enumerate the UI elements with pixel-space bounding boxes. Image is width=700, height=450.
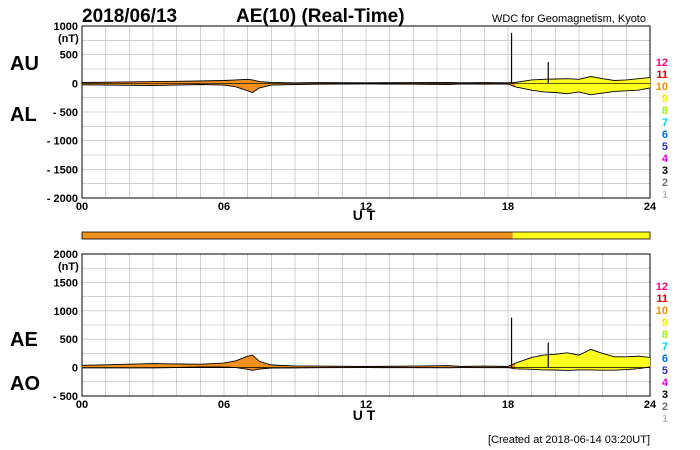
- au-al-y-tick-2: 0: [72, 78, 78, 90]
- chart-date: 2018/06/13: [82, 6, 177, 27]
- au-al-x-tick-1: 06: [218, 201, 230, 213]
- ao-label: AO: [10, 373, 40, 395]
- ae-ao-upper-trace: [81, 348, 651, 367]
- organization-label: WDC for Geomagnetism, Kyoto: [492, 13, 646, 25]
- au-al-y-tick-6: - 2000: [47, 193, 78, 205]
- ae-ao-legend-level-5: 5: [662, 365, 668, 377]
- au-al-y-tick-5: - 1500: [47, 164, 78, 176]
- ae-ao-plot-frame: [81, 253, 651, 397]
- ae-ao-y-tick-4: 0: [72, 363, 78, 375]
- au-al-legend-level-1: 1: [662, 189, 668, 201]
- au-al-grid: [81, 25, 651, 199]
- created-timestamp: [Created at 2018-06-14 03:20UT]: [488, 434, 650, 446]
- ae-ao-x-tick-2: 12: [360, 399, 372, 411]
- ae-ao-legend-level-10: 10: [656, 305, 668, 317]
- ae-ao-y-tick-5: - 500: [53, 391, 78, 403]
- ae-ao-y-tick-3: 500: [60, 334, 78, 346]
- ae-ao-legend-level-1: 1: [662, 413, 668, 425]
- au-al-y-tick-0: 1000: [54, 21, 78, 33]
- ae-ao-grid: [81, 253, 651, 397]
- coverage-bar: [81, 231, 651, 240]
- au-al-y-tick-1: 500: [60, 50, 78, 62]
- ae-ao-legend-level-9: 9: [662, 317, 668, 329]
- ae-ao-legend-level-8: 8: [662, 329, 668, 341]
- au-al-legend-level-4: 4: [662, 153, 669, 165]
- au-al-legend-level-5: 5: [662, 141, 668, 153]
- au-al-x-tick-labels: 00 06 12 18 24: [76, 201, 657, 213]
- au-al-legend-level-6: 6: [662, 129, 668, 141]
- au-al-legend-level-12: 12: [656, 57, 668, 69]
- au-al-legend-level-2: 2: [662, 177, 668, 189]
- ae-ao-x-tick-3: 18: [502, 399, 514, 411]
- au-al-legend-level-3: 3: [662, 165, 668, 177]
- au-al-x-axis-label: U T: [353, 207, 376, 223]
- au-al-legend-level-11: 11: [656, 69, 668, 81]
- coverage-segment-1: [512, 232, 650, 239]
- au-al-x-tick-0: 00: [76, 201, 88, 213]
- chart-title: AE(10) (Real-Time): [236, 6, 405, 27]
- au-al-y-tick-labels: 1000 500 0 - 500 - 1000 - 1500 - 2000: [47, 21, 78, 205]
- ae-ao-x-tick-0: 00: [76, 399, 88, 411]
- au-al-legend-level-9: 9: [662, 93, 668, 105]
- ae-ao-x-tick-4: 24: [644, 399, 657, 411]
- au-al-legend-level-7: 7: [662, 117, 668, 129]
- ae-ao-legend-level-11: 11: [656, 293, 668, 305]
- au-al-legend-level-10: 10: [656, 81, 668, 93]
- ae-ao-x-tick-labels: 00 06 12 18 24: [76, 399, 657, 411]
- au-al-y-tick-3: - 500: [53, 107, 78, 119]
- ae-ao-legend-level-2: 2: [662, 401, 668, 413]
- ae-ao-legend-level-6: 6: [662, 353, 668, 365]
- ae-ao-legend-level-12: 12: [656, 281, 668, 293]
- coverage-segment-0: [82, 232, 513, 239]
- au-al-envelope-region-0: [82, 79, 516, 93]
- ae-ao-traces: [81, 317, 651, 371]
- al-label: AL: [10, 104, 37, 126]
- au-al-x-tick-2: 12: [360, 201, 372, 213]
- ae-ao-y-tick-labels: 2000 1500 1000 500 0 - 500: [53, 249, 78, 403]
- ae-ao-x-axis-label: U T: [353, 407, 376, 423]
- coverage-bar-frame: [81, 231, 651, 240]
- au-label: AU: [10, 53, 39, 75]
- ae-ao-x-tick-1: 06: [218, 399, 230, 411]
- au-al-x-tick-3: 18: [502, 201, 514, 213]
- ae-ao-legend-level-7: 7: [662, 341, 668, 353]
- au-al-unit-label: (nT): [58, 33, 79, 45]
- ae-label: AE: [10, 329, 38, 351]
- ae-ao-legend-level-3: 3: [662, 389, 668, 401]
- au-al-traces: [81, 32, 651, 96]
- au-al-upper-trace: [81, 76, 651, 84]
- au-al-plot-frame: [81, 25, 651, 199]
- ae-ao-y-tick-0: 2000: [54, 249, 78, 261]
- au-al-x-tick-4: 24: [644, 201, 657, 213]
- au-al-lower-trace: [81, 83, 651, 96]
- au-al-legend-level-8: 8: [662, 105, 668, 117]
- ae-ao-unit-label: (nT): [58, 261, 79, 273]
- au-al-y-tick-4: - 1000: [47, 136, 78, 148]
- ae-ao-y-tick-2: 1000: [54, 306, 78, 318]
- ae-ao-legend-level-4: 4: [662, 377, 669, 389]
- ae-ao-y-tick-1: 1500: [54, 277, 78, 289]
